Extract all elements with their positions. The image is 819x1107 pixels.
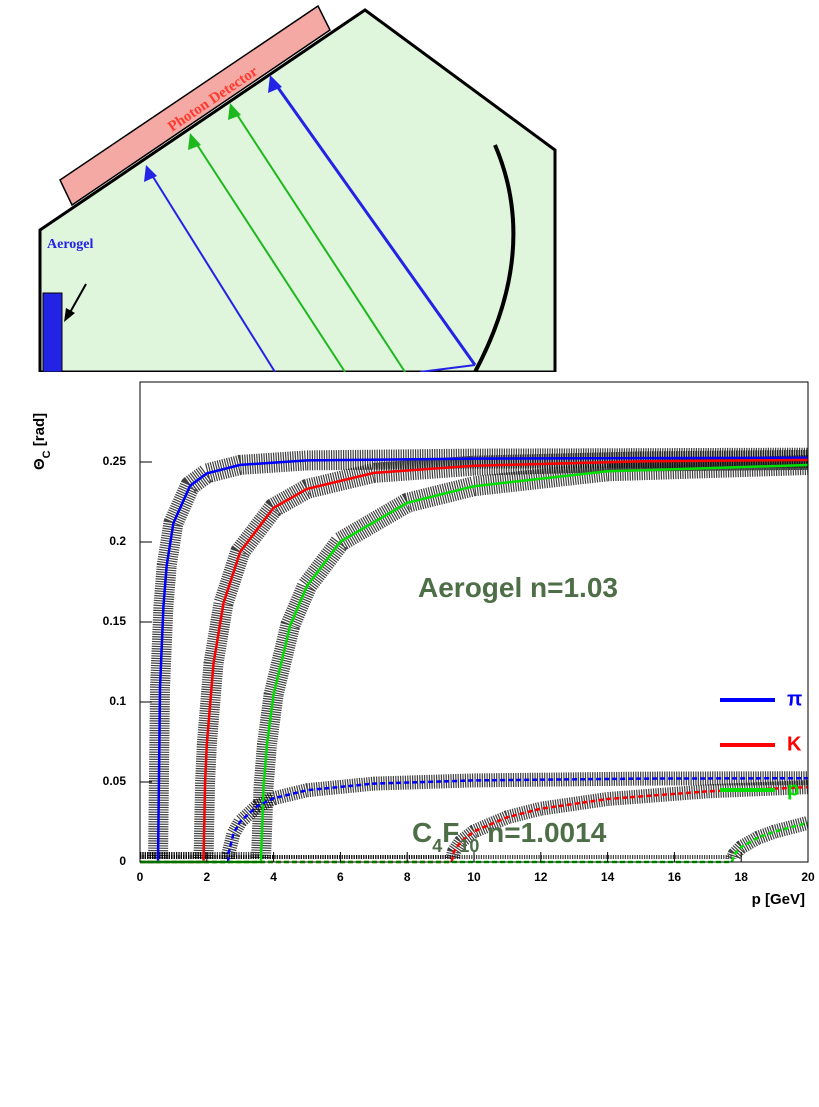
ray xyxy=(193,139,346,373)
arrowhead xyxy=(144,165,157,182)
annotation-part: C xyxy=(412,817,432,848)
ray xyxy=(272,81,477,366)
aerogel-label: Aerogel xyxy=(47,237,93,252)
x-tick-label: 0 xyxy=(137,870,144,884)
y-label-part: Θ xyxy=(31,458,48,470)
pointer-head xyxy=(64,308,75,322)
x-tick-label: 12 xyxy=(534,870,548,884)
annotation-part: n=1.0014 xyxy=(479,817,606,848)
rays xyxy=(149,81,477,373)
curve xyxy=(140,776,809,864)
x-tick-label: 8 xyxy=(404,870,411,884)
annotation: Aerogel n=1.03 xyxy=(418,572,618,603)
x-tick-label: 2 xyxy=(203,870,210,884)
chart: 0 2 4 6 8 10 12 14 16 18 20 0 0.05 0.1 0.15 0.2 0.25 p [G… xyxy=(31,381,815,908)
x-tick-label: 18 xyxy=(735,870,749,884)
x-tick-label: 20 xyxy=(801,870,815,884)
arrowhead xyxy=(268,75,282,93)
annotation-part: 4 xyxy=(432,836,442,856)
legend-label: K xyxy=(787,733,802,755)
x-tick-label: 14 xyxy=(601,870,615,884)
y-tick-label: 0.25 xyxy=(103,454,127,468)
ray xyxy=(233,109,406,373)
annotation-part: Aerogel n=1.03 xyxy=(418,572,618,603)
arrowhead xyxy=(228,103,241,120)
legend-label: p xyxy=(787,778,799,800)
annotation-part: 10 xyxy=(459,836,479,856)
ray xyxy=(149,171,276,373)
y-axis-label: ΘC [rad] xyxy=(31,413,53,470)
y-tick-label: 0 xyxy=(119,854,126,868)
curve xyxy=(140,785,809,864)
curve xyxy=(140,821,809,864)
aerogel-block xyxy=(42,292,63,373)
x-tick-label: 10 xyxy=(467,870,481,884)
x-tick-label: 16 xyxy=(668,870,682,884)
y-tick-label: 0.2 xyxy=(109,534,126,548)
x-tick-label: 6 xyxy=(337,870,344,884)
ray xyxy=(419,364,476,373)
photon-detector xyxy=(59,4,331,207)
arrowhead xyxy=(188,133,201,150)
curve xyxy=(140,458,809,864)
annotation: C4F10 n=1.0014 xyxy=(412,817,607,856)
y-tick-label: 0.05 xyxy=(103,774,127,788)
pointer xyxy=(67,283,87,317)
y-tick-label: 0.1 xyxy=(109,694,126,708)
chart-background xyxy=(0,372,819,1107)
y-label-part: [rad] xyxy=(31,413,48,451)
y-label-part: C xyxy=(41,450,53,458)
y-tick-label: 0.15 xyxy=(103,614,127,628)
legend-label: π xyxy=(787,688,802,710)
x-axis-label: p [GeV] xyxy=(752,891,805,908)
annotation-part: F xyxy=(442,817,459,848)
rich-diagram: Photon Detector Aerogel xyxy=(38,4,557,374)
vessel xyxy=(38,8,557,374)
x-tick-label: 4 xyxy=(270,870,277,884)
mirror xyxy=(473,144,516,373)
curve xyxy=(140,463,809,864)
curve xyxy=(140,456,809,864)
curves xyxy=(140,456,809,864)
